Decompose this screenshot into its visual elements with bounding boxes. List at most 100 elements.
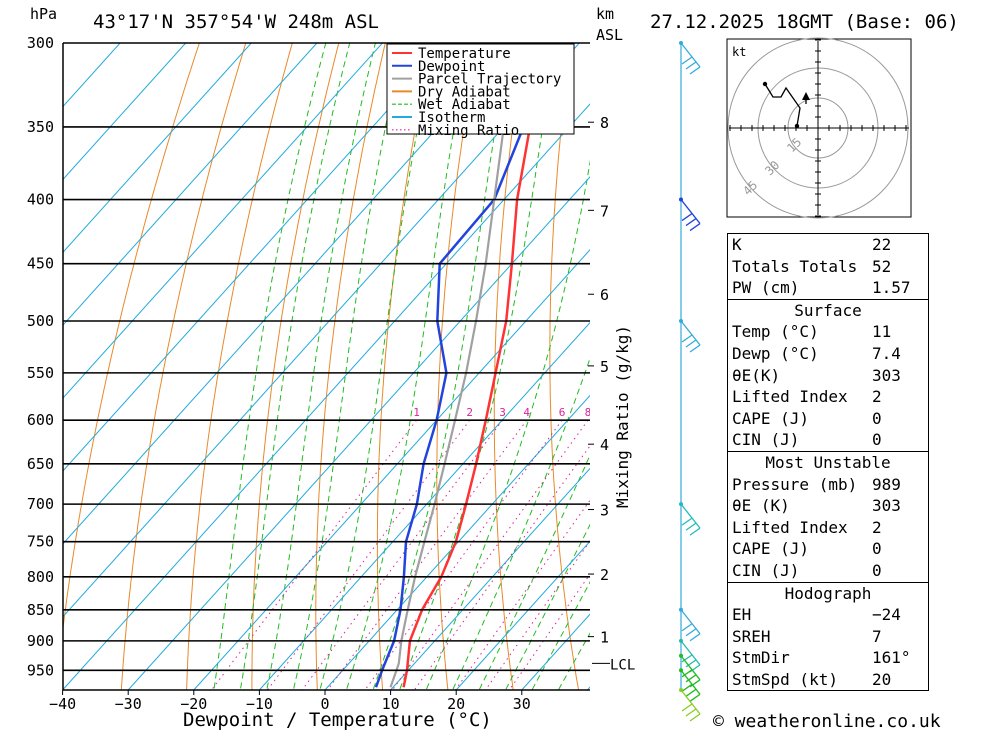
height-km-label: 4 <box>600 436 609 454</box>
mixing-ratio-label: 15 <box>641 406 654 419</box>
isotherm-line <box>324 394 590 690</box>
mixing-ratio-label: 4 <box>523 406 530 419</box>
height-km-label: 5 <box>600 358 609 376</box>
index-label: CIN (J) <box>732 430 800 450</box>
legend-item-label: Isotherm <box>418 110 485 126</box>
isotherm-line <box>193 249 590 690</box>
wet-adiabat-line <box>239 43 351 690</box>
index-label: Lifted Index <box>732 387 848 407</box>
index-label: θE(K) <box>732 365 781 385</box>
hodograph-units-label: kt <box>732 45 746 59</box>
wet-adiabat-line <box>478 454 590 690</box>
legend-item-label: Wet Adiabat <box>418 97 511 113</box>
index-label: SREH <box>732 626 771 646</box>
index-label: Lifted Index <box>732 517 848 537</box>
index-row: EH −24 <box>728 604 928 626</box>
height-km-label: 8 <box>600 114 609 132</box>
wind-barb <box>679 688 701 722</box>
isotherm-line <box>63 43 449 472</box>
wind-barb <box>679 319 701 353</box>
x-tick-label: 0 <box>320 695 329 713</box>
isotherm-line <box>455 540 590 690</box>
storm-motion-arrowhead <box>802 92 810 100</box>
pressure-tick-label: 500 <box>27 312 54 330</box>
index-section-title: Hodograph <box>784 583 872 603</box>
index-row: StmDir 161° <box>728 647 928 669</box>
x-tick-label: −30 <box>115 695 142 713</box>
index-value: 2 <box>872 387 882 407</box>
index-value: −24 <box>872 605 901 625</box>
x-tick-label: 10 <box>382 695 400 713</box>
index-value: 20 <box>872 669 892 689</box>
index-label: θE (K) <box>732 496 790 516</box>
wind-barb <box>679 653 701 688</box>
series-parcel-trajectory-line <box>389 43 515 688</box>
pressure-tick-label: 700 <box>27 495 54 513</box>
dry-adiabat-line <box>251 43 340 690</box>
dry-adiabat-line <box>120 43 247 690</box>
dry-adiabat-line <box>549 43 579 690</box>
dry-adiabat-line <box>63 43 200 632</box>
index-section-title: Surface <box>794 300 862 320</box>
index-label: StmSpd (kt) <box>732 669 838 689</box>
wind-barb <box>679 502 701 536</box>
dry-adiabat-line <box>493 43 526 690</box>
x-axis-title: Dewpoint / Temperature (°C) <box>183 709 492 731</box>
x-tick-label: −40 <box>49 695 76 713</box>
dry-adiabat-line <box>656 43 709 690</box>
isotherm-line <box>390 467 590 690</box>
isotherm-line <box>259 321 590 690</box>
index-row: SREH 7 <box>728 626 928 648</box>
wet-adiabat-line <box>266 43 376 690</box>
index-row: Totals Totals 52 <box>728 256 928 278</box>
footer-credit: © weatheronline.co.uk <box>713 711 941 732</box>
index-row: PW (cm) 1.57 <box>728 277 928 299</box>
mixing-ratio-axis-title: Mixing Ratio (g/kg) <box>613 325 632 508</box>
x-tick-label: 30 <box>513 695 531 713</box>
wet-adiabat-line <box>425 159 590 690</box>
indices-section-top: K 22 Totals Totals 52 PW (cm) 1.57 <box>728 234 928 299</box>
index-row: Lifted Index 2 <box>728 386 928 408</box>
mixing-ratio-label: 25 <box>692 406 705 419</box>
index-value: 303 <box>872 496 901 516</box>
index-value: 11 <box>872 322 892 342</box>
index-row: CAPE (J) 0 <box>728 538 928 560</box>
pressure-tick-label: 850 <box>27 601 54 619</box>
wet-adiabat-line <box>213 43 327 690</box>
legend-box <box>386 43 575 135</box>
pressure-tick-label: 350 <box>27 118 54 136</box>
isotherm-line <box>63 43 383 399</box>
index-value: 161° <box>872 648 911 668</box>
indices-section-surface: Surface Temp (°C) 11 Dewp (°C) 7.4 θE(K) 303 Li… <box>728 298 928 451</box>
dry-adiabat-line <box>376 43 433 690</box>
isotherm-line <box>63 43 580 618</box>
x-tick-label: 20 <box>447 695 465 713</box>
index-value: 1.57 <box>872 278 911 298</box>
height-km-label: 2 <box>600 566 609 584</box>
mixing-ratio-line <box>266 419 471 690</box>
wind-barb <box>679 668 701 702</box>
mixing-ratio-label: 3 <box>499 406 506 419</box>
pressure-tick-label: 750 <box>27 533 54 551</box>
index-label: Totals Totals <box>732 256 858 276</box>
series-temperature-line <box>402 43 555 688</box>
indices-section-most-unstable: Most Unstable Pressure (mb) 989 θE (K) 303 Li… <box>728 450 928 582</box>
pressure-tick-label: 800 <box>27 568 54 586</box>
wet-adiabat-line <box>504 523 590 690</box>
index-row: Dewp (°C) 7.4 <box>728 343 928 365</box>
mixing-ratio-label: 6 <box>559 406 566 419</box>
pressure-tick-label: 550 <box>27 364 54 382</box>
wind-barb <box>679 41 701 75</box>
dry-adiabat-line <box>436 43 479 690</box>
height-km-label: 6 <box>600 286 609 304</box>
x-tick-label: −10 <box>246 695 273 713</box>
wind-barb <box>679 638 701 673</box>
mixing-ratio-line <box>392 419 589 690</box>
pressure-tick-label: 450 <box>27 255 54 273</box>
wet-adiabat-line <box>319 43 436 690</box>
mixing-ratio-line <box>327 419 528 690</box>
index-row: Temp (°C) 11 <box>728 321 928 343</box>
lcl-label: LCL <box>610 657 635 673</box>
index-row: StmSpd (kt) 20 <box>728 669 928 691</box>
